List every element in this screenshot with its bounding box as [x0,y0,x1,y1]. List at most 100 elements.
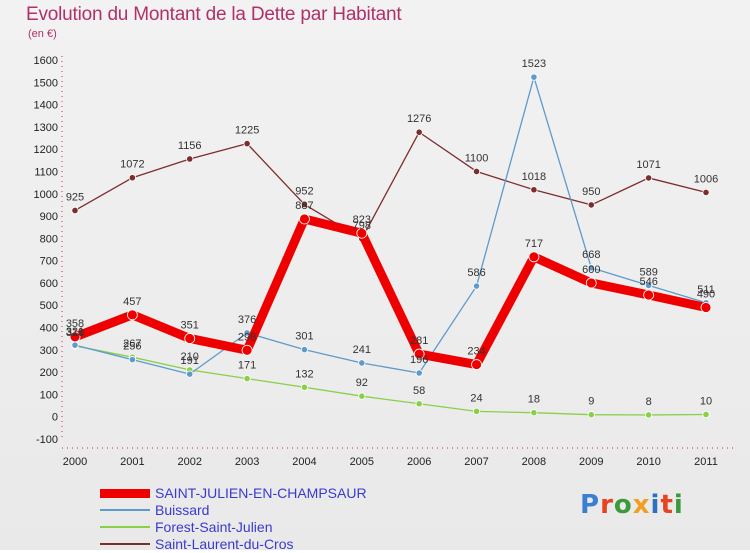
data-point [471,359,482,370]
data-point [702,188,710,197]
data-point [472,167,481,176]
data-point [530,409,538,417]
x-tick-label: 2001 [120,456,144,468]
data-point [472,282,481,290]
data-point [358,392,366,400]
data-label: 8 [646,396,652,408]
data-point [71,341,79,349]
data-label: 318 [66,327,84,339]
data-point [415,128,423,136]
chart-title: Evolution du Montant de la Dette par Hab… [26,4,402,25]
data-point [69,331,81,343]
y-tick-label: 1200 [34,144,58,156]
data-label: 1006 [694,173,718,185]
data-point [241,344,253,356]
data-point [415,400,423,408]
data-label: 58 [413,385,425,397]
data-label: 950 [582,186,600,198]
y-tick-label: 100 [40,389,58,401]
data-label: 1523 [522,58,546,70]
data-label: 490 [697,288,715,300]
x-tick-label: 2005 [350,456,374,468]
x-tick-label: 2000 [63,456,87,468]
data-label: 1072 [120,159,144,171]
data-point [645,281,653,289]
chart-subtitle: (en €) [28,28,57,40]
data-label: 586 [467,267,485,279]
data-label: 132 [295,368,313,380]
y-tick-label: 1100 [34,166,58,178]
data-label: 1100 [465,152,489,164]
data-label: 92 [356,377,368,389]
data-label: 546 [639,276,657,288]
y-tick-label: 500 [40,300,58,312]
y-tick-label: 1300 [34,122,58,134]
y-tick-label: 800 [40,233,58,245]
data-point [415,369,423,377]
data-point [71,206,79,215]
data-point [243,374,251,383]
legend-swatch [100,509,150,511]
data-label: 1276 [407,113,431,125]
data-label: 358 [66,318,84,330]
y-tick-label: 1600 [34,55,58,67]
data-label: 1018 [522,171,546,183]
data-label: 1156 [178,140,202,152]
y-tick-label: 1500 [34,77,58,89]
data-label: 952 [295,185,313,197]
legend-label: Saint-Laurent-du-Cros [155,536,294,552]
data-label: 18 [528,394,540,406]
data-label: 457 [123,296,141,308]
data-point [645,411,653,419]
data-label: 24 [470,392,482,404]
data-label: 298 [238,331,256,343]
x-tick-label: 2009 [579,456,603,468]
x-tick-label: 2003 [235,456,259,468]
data-label: 267 [123,338,141,350]
y-tick-label: 700 [40,256,58,268]
y-tick-label: 200 [40,367,58,379]
data-label: 823 [353,214,371,226]
y-tick-label: 0 [52,412,58,424]
series-line-2 [74,345,707,416]
series-line-3 [74,131,707,240]
data-point [530,73,538,81]
data-label: 9 [588,396,594,408]
data-label: 321 [66,326,84,338]
data-point [356,227,368,239]
data-label: 798 [353,220,371,232]
x-tick-label: 2007 [464,456,488,468]
data-label: 351 [181,319,199,331]
x-tick-label: 2010 [636,456,660,468]
data-label: 1225 [235,125,259,137]
data-point [702,410,710,419]
data-point [530,186,538,194]
data-point [587,264,595,272]
x-tick-label: 2004 [292,456,316,468]
data-label: 10 [700,395,712,407]
data-point [300,346,309,354]
data-label: 234 [467,346,485,358]
y-tick-label: 400 [40,323,58,335]
data-point [128,356,136,364]
data-point [472,407,481,415]
data-point [186,370,194,378]
legend-swatch [100,543,150,545]
data-point [585,277,597,289]
y-tick-label: 1000 [34,189,58,201]
series-line-0 [70,214,711,370]
data-label: 210 [181,351,199,363]
data-point [528,251,540,263]
data-point [184,333,196,344]
data-label: 1071 [636,159,660,171]
data-label: 301 [295,331,313,343]
data-label: 925 [66,191,84,203]
y-tick-label: 900 [40,211,58,223]
data-label: 887 [295,200,313,212]
x-tick-label: 2002 [177,456,201,468]
data-label: 511 [697,284,715,296]
data-label: 589 [639,266,657,278]
data-point [186,155,194,163]
legend-swatch [100,488,150,498]
